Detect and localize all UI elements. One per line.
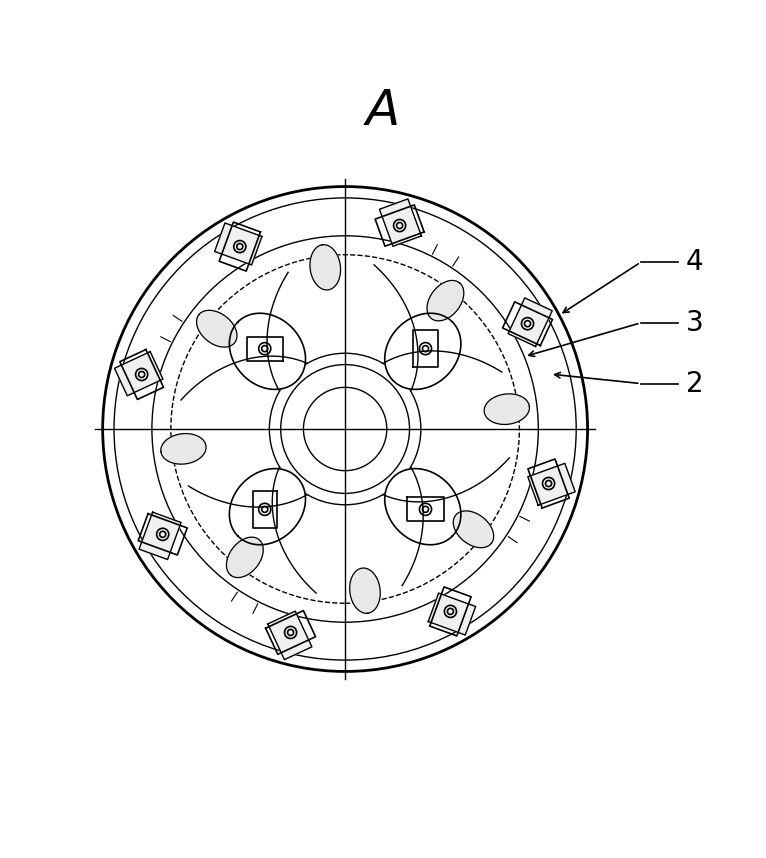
Text: 2: 2 [686,370,704,397]
Polygon shape [310,245,341,290]
Text: A: A [366,88,400,136]
Polygon shape [528,463,575,505]
Polygon shape [385,468,461,545]
Polygon shape [114,352,163,396]
Polygon shape [214,223,262,265]
Polygon shape [268,611,312,660]
Polygon shape [428,593,476,635]
Polygon shape [508,298,552,347]
Polygon shape [379,199,421,246]
Text: 3: 3 [686,309,704,337]
Polygon shape [453,511,493,547]
Polygon shape [385,313,461,390]
Text: 4: 4 [686,248,704,276]
Polygon shape [229,313,306,390]
Polygon shape [229,468,306,545]
Polygon shape [139,512,181,559]
Polygon shape [197,311,237,347]
Polygon shape [161,433,206,464]
Polygon shape [484,394,529,425]
Polygon shape [349,568,380,613]
Polygon shape [227,537,264,577]
Polygon shape [427,281,463,321]
